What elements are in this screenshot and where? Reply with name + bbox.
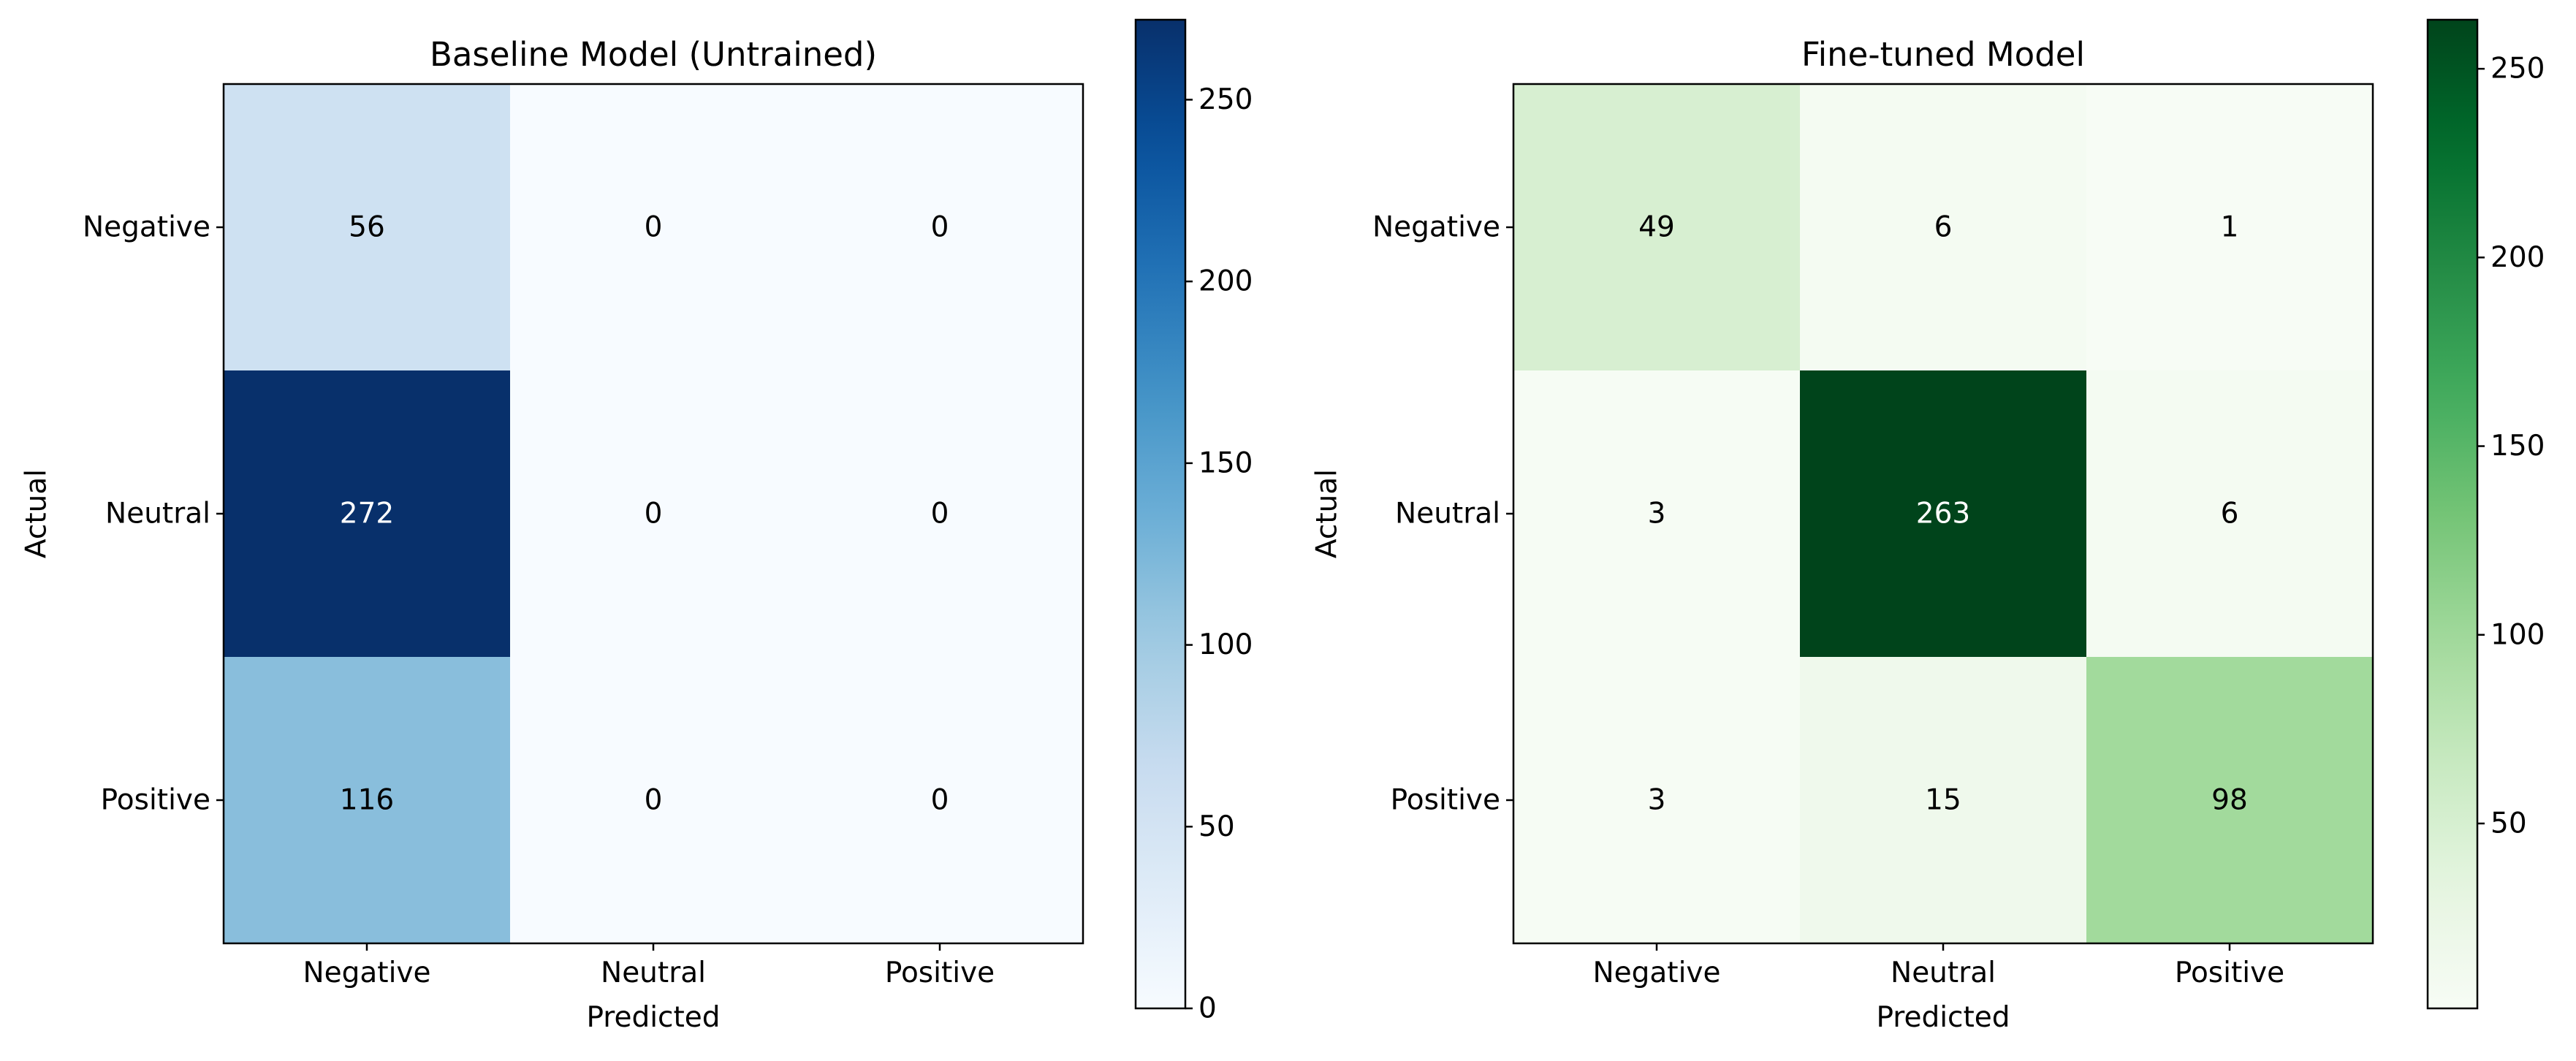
chart0-cell: [797, 84, 1084, 371]
chart1-cell: [1800, 370, 2087, 658]
chart1-colorbar: [2428, 20, 2477, 1008]
chart0-colorbar-tick-label: 100: [1198, 628, 1253, 661]
chart0-y-axis-label: Actual: [20, 469, 53, 558]
chart1-cell: [2086, 370, 2374, 658]
chart0-colorbar-tick-label: 150: [1198, 446, 1253, 479]
chart0-cell: [224, 657, 511, 944]
chart0-cell: [510, 84, 797, 371]
chart1-colorbar-tick-label: 200: [2490, 241, 2545, 274]
chart1-cell-value: 3: [1648, 784, 1666, 817]
chart1-cell-value: 263: [1916, 498, 1970, 530]
chart1-y-tick-label: Negative: [1372, 211, 1500, 244]
chart1-cell-value: 6: [2221, 498, 2239, 530]
chart0-cell-value: 0: [645, 498, 663, 530]
chart0-cell-value: 0: [931, 211, 949, 244]
chart1-cell: [1513, 657, 1801, 944]
chart0-colorbar-tick-label: 50: [1198, 810, 1235, 843]
chart0-x-tick-label: Negative: [303, 957, 430, 989]
chart0-cell: [510, 370, 797, 658]
chart0-x-axis-label: Predicted: [586, 1001, 720, 1034]
chart0-cell-value: 0: [645, 784, 663, 817]
chart1-cell-value: 49: [1638, 211, 1675, 244]
chart1-cell-value: 15: [1925, 784, 1961, 817]
chart1-cell-value: 3: [1648, 498, 1666, 530]
chart1-cell: [1800, 84, 2087, 371]
chart1-cell: [1513, 370, 1801, 658]
chart1-x-tick-label: Negative: [1592, 957, 1720, 989]
chart0-colorbar: [1136, 20, 1185, 1008]
chart1-cell: [2086, 657, 2374, 944]
chart0-colorbar-tick-label: 250: [1198, 83, 1253, 116]
chart1-cell: [1800, 657, 2087, 944]
chart1-x-tick-label: Neutral: [1891, 957, 1996, 989]
chart1-cell: [2086, 84, 2374, 371]
chart0-cell: [510, 657, 797, 944]
chart0-colorbar-frame: [1134, 18, 1187, 1010]
chart1-y-tick-label: Neutral: [1395, 498, 1500, 530]
chart1-colorbar-tick-label: 250: [2490, 53, 2545, 85]
chart1-x-tick-label: Positive: [2175, 957, 2284, 989]
chart0-y-tick-label: Negative: [83, 211, 210, 244]
chart1-cell: [1513, 84, 1801, 371]
chart1-y-axis-label: Actual: [1311, 469, 1344, 558]
chart0-cell-value: 0: [931, 498, 949, 530]
chart0-x-tick-label: Positive: [885, 957, 995, 989]
chart1-colorbar-tick-label: 50: [2490, 807, 2527, 840]
chart1-cell-value: 98: [2211, 784, 2248, 817]
chart0-title: Baseline Model (Untrained): [430, 35, 877, 74]
chart0-cell-value: 0: [645, 211, 663, 244]
chart0-cell: [224, 370, 511, 658]
chart0-cell-value: 56: [349, 211, 385, 244]
chart0-cell: [797, 370, 1084, 658]
chart0-colorbar-tick-label: 0: [1198, 992, 1217, 1025]
chart0-cell-value: 272: [340, 498, 394, 530]
chart1-title: Fine-tuned Model: [1801, 35, 2085, 74]
chart0-cell-value: 116: [340, 784, 394, 817]
chart1-colorbar-tick-label: 150: [2490, 430, 2545, 463]
chart0-y-tick-label: Neutral: [105, 498, 210, 530]
chart0-cell: [224, 84, 511, 371]
chart0-y-tick-label: Positive: [101, 784, 210, 817]
chart0-cell: [797, 657, 1084, 944]
chart0-x-tick-label: Neutral: [601, 957, 706, 989]
chart1-y-tick-label: Positive: [1391, 784, 1500, 817]
chart0-colorbar-tick-label: 200: [1198, 265, 1253, 298]
chart0-cell-value: 0: [931, 784, 949, 817]
chart1-colorbar-frame: [2426, 18, 2479, 1010]
chart1-cell-value: 6: [1934, 211, 1953, 244]
chart1-colorbar-tick-label: 100: [2490, 618, 2545, 651]
chart1-cell-value: 1: [2221, 211, 2239, 244]
chart1-x-axis-label: Predicted: [1876, 1001, 2010, 1034]
